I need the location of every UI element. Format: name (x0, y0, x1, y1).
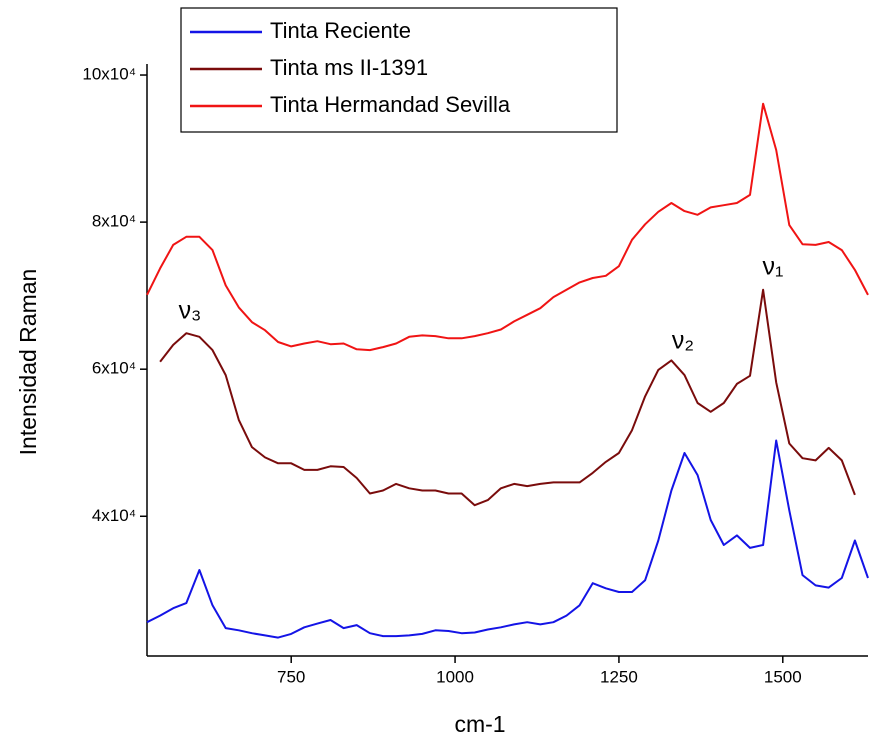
peak-annotation: ν₂ (672, 327, 694, 355)
x-tick-label: 1250 (600, 667, 638, 686)
y-axis-title: Intensidad Raman (15, 269, 41, 456)
series-line (146, 439, 869, 639)
legend-label: Tinta Reciente (270, 18, 411, 43)
legend-label: Tinta ms II-1391 (270, 55, 428, 80)
y-tick-label: 4x10⁴ (92, 506, 136, 525)
series-line (159, 288, 856, 507)
x-tick-label: 1000 (436, 667, 474, 686)
x-tick-label: 750 (277, 667, 305, 686)
x-tick-label: 1500 (764, 667, 802, 686)
legend-label: Tinta Hermandad Sevilla (270, 92, 511, 117)
y-tick-label: 8x10⁴ (92, 212, 136, 231)
y-tick-label: 10x10⁴ (82, 65, 136, 84)
peak-annotation: ν₁ (763, 253, 784, 281)
x-axis-title: cm-1 (454, 711, 505, 737)
y-tick-label: 6x10⁴ (92, 359, 136, 378)
peak-annotation: ν₃ (179, 297, 202, 325)
series-line (146, 102, 869, 352)
